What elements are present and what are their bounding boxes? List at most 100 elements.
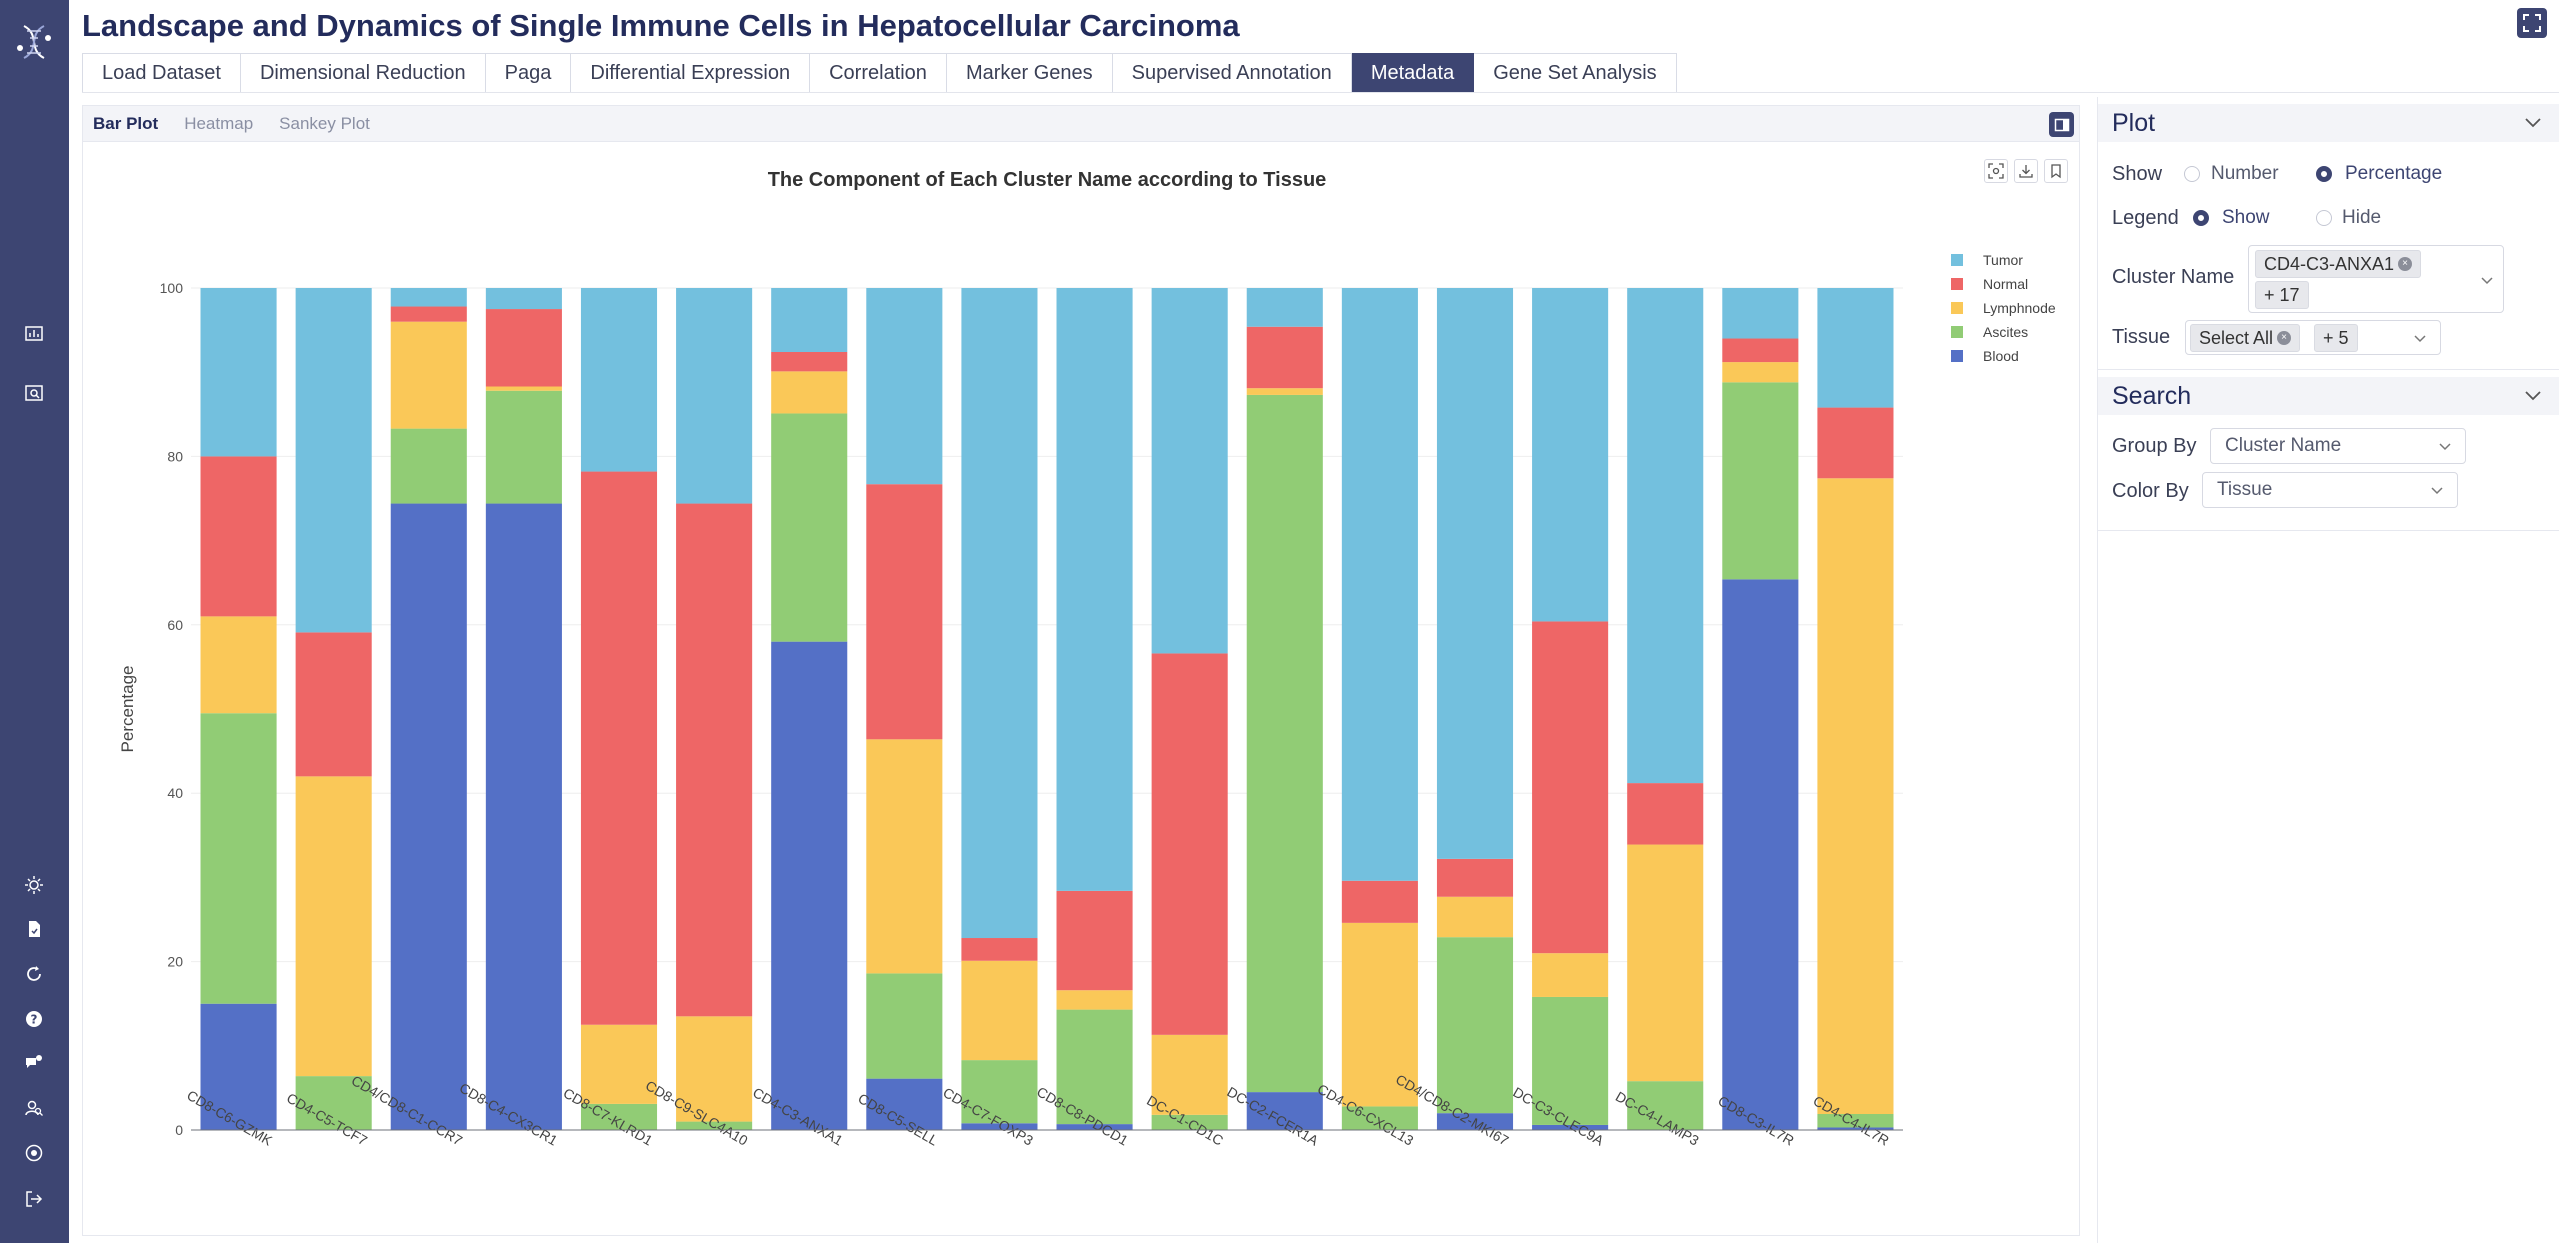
bar-ascites-16: [1627, 1081, 1704, 1130]
bar-tumor-3: [390, 288, 467, 307]
radio-legend-hide-label[interactable]: Hide: [2342, 207, 2382, 228]
cluster-more-label: + 17: [2264, 284, 2300, 305]
bar-chart-icon[interactable]: [23, 323, 45, 345]
chevron-down-icon: [2525, 391, 2541, 401]
help-icon[interactable]: ?: [23, 1008, 45, 1030]
history-icon[interactable]: [23, 1142, 45, 1164]
y-axis-label: Percentage: [118, 666, 137, 753]
sidebar-toggle-icon: [2054, 118, 2069, 131]
color-by-select[interactable]: Tissue: [2202, 472, 2458, 508]
remove-chip-icon[interactable]: ×: [2398, 257, 2413, 271]
bar-tumor-8: [866, 288, 943, 485]
bar-lymphnode-1: [200, 616, 277, 714]
bar-tumor-15: [1532, 288, 1609, 622]
logout-icon[interactable]: [23, 1188, 45, 1210]
bar-ascites-13: [1341, 1106, 1418, 1130]
tab-dimensional-reduction[interactable]: Dimensional Reduction: [240, 53, 486, 93]
image-search-icon[interactable]: [23, 382, 45, 404]
document-icon[interactable]: [23, 918, 45, 940]
bar-tumor-13: [1341, 288, 1418, 881]
bar-lymphnode-6: [676, 1016, 753, 1122]
bar-tumor-16: [1627, 288, 1704, 784]
subtab-bar-plot[interactable]: Bar Plot: [93, 113, 159, 133]
bar-normal-1: [200, 456, 277, 617]
bar-lymphnode-15: [1532, 953, 1609, 997]
chevron-down-icon: [2525, 118, 2541, 128]
refresh-icon[interactable]: [23, 963, 45, 985]
tab-divider: [82, 92, 2559, 93]
toggle-panel-button[interactable]: [2049, 112, 2074, 137]
radio-legend-hide[interactable]: [2316, 210, 2332, 226]
bar-lymphnode-10: [1056, 990, 1133, 1010]
radio-legend-show-label[interactable]: Show: [2222, 207, 2270, 228]
plot-section-header[interactable]: Plot: [2098, 104, 2559, 142]
tissue-select[interactable]: Select All × + 5: [2185, 320, 2441, 355]
tab-correlation[interactable]: Correlation: [810, 53, 947, 93]
bar-normal-5: [580, 471, 658, 1025]
user-search-icon[interactable]: [23, 1097, 45, 1119]
download-icon: [2019, 165, 2033, 178]
bar-ascites-6: [676, 1121, 753, 1130]
sun-icon[interactable]: [23, 874, 45, 896]
radio-legend-show[interactable]: [2193, 210, 2209, 226]
remove-chip-icon[interactable]: ×: [2277, 331, 2292, 345]
bar-normal-9: [961, 938, 1038, 961]
app-logo-icon[interactable]: [10, 18, 58, 66]
tab-metadata[interactable]: Metadata: [1351, 53, 1475, 93]
legend-label: Legend: [2112, 207, 2179, 229]
bar-tumor-1: [200, 288, 277, 457]
tissue-more-chip[interactable]: + 5: [2314, 324, 2358, 352]
bar-lymphnode-11: [1151, 1034, 1228, 1115]
bar-blood-15: [1532, 1124, 1609, 1130]
bar-ascites-5: [580, 1103, 658, 1130]
radio-number[interactable]: [2184, 166, 2200, 182]
tab-load-dataset[interactable]: Load Dataset: [83, 53, 241, 93]
bar-tumor-18: [1817, 288, 1894, 408]
radio-percentage-label[interactable]: Percentage: [2345, 163, 2443, 184]
bar-tumor-14: [1436, 288, 1514, 859]
save-view-button[interactable]: [2044, 159, 2068, 183]
bar-normal-2: [295, 632, 372, 777]
bar-tumor-11: [1151, 288, 1228, 654]
bar-normal-6: [676, 503, 753, 1017]
page-title: Landscape and Dynamics of Single Immune …: [82, 8, 1240, 43]
cluster-more-chip[interactable]: + 17: [2255, 281, 2309, 309]
legend-label-lymphnode: Lymphnode: [1983, 300, 2056, 316]
radio-number-label[interactable]: Number: [2211, 163, 2279, 184]
tab-differential-expression[interactable]: Differential Expression: [571, 53, 811, 93]
tab-marker-genes[interactable]: Marker Genes: [946, 53, 1113, 93]
y-tick-label: 60: [167, 617, 183, 633]
bar-ascites-1: [200, 713, 277, 1004]
tab-supervised-annotation[interactable]: Supervised Annotation: [1112, 53, 1352, 93]
svg-text:?: ?: [31, 1013, 38, 1027]
group-by-select[interactable]: Cluster Name: [2210, 428, 2466, 464]
bar-ascites-17: [1722, 382, 1799, 580]
subtab-sankey-plot[interactable]: Sankey Plot: [279, 113, 370, 133]
radio-percentage[interactable]: [2316, 166, 2332, 182]
bar-normal-14: [1436, 858, 1514, 897]
subtab-heatmap[interactable]: Heatmap: [184, 113, 254, 133]
cluster-name-select[interactable]: CD4-C3-ANXA1 × + 17: [2248, 245, 2504, 313]
group-by-label: Group By: [2112, 435, 2197, 457]
chat-icon[interactable]: [23, 1052, 45, 1074]
legend-label-tumor: Tumor: [1983, 252, 2023, 268]
tab-gene-set-analysis[interactable]: Gene Set Analysis: [1474, 53, 1677, 93]
bar-blood-17: [1722, 579, 1799, 1130]
search-section-header[interactable]: Search: [2098, 377, 2559, 415]
bar-normal-13: [1341, 880, 1418, 923]
bar-normal-7: [771, 351, 848, 372]
cluster-chip[interactable]: CD4-C3-ANXA1 ×: [2255, 250, 2422, 278]
bar-ascites-12: [1246, 394, 1323, 1093]
bar-normal-3: [390, 306, 467, 322]
bar-normal-17: [1722, 338, 1799, 363]
tissue-chip[interactable]: Select All ×: [2190, 324, 2301, 352]
cluster-chip-label: CD4-C3-ANXA1: [2264, 253, 2395, 274]
legend-swatch-tumor: [1951, 254, 1963, 266]
show-label: Show: [2112, 163, 2163, 185]
bar-lymphnode-12: [1246, 388, 1323, 395]
zoom-reset-button[interactable]: [1984, 159, 2008, 183]
download-button[interactable]: [2014, 159, 2038, 183]
zoom-reset-icon: [1988, 163, 2004, 179]
tab-paga[interactable]: Paga: [485, 53, 572, 93]
fullscreen-button[interactable]: [2517, 8, 2547, 38]
